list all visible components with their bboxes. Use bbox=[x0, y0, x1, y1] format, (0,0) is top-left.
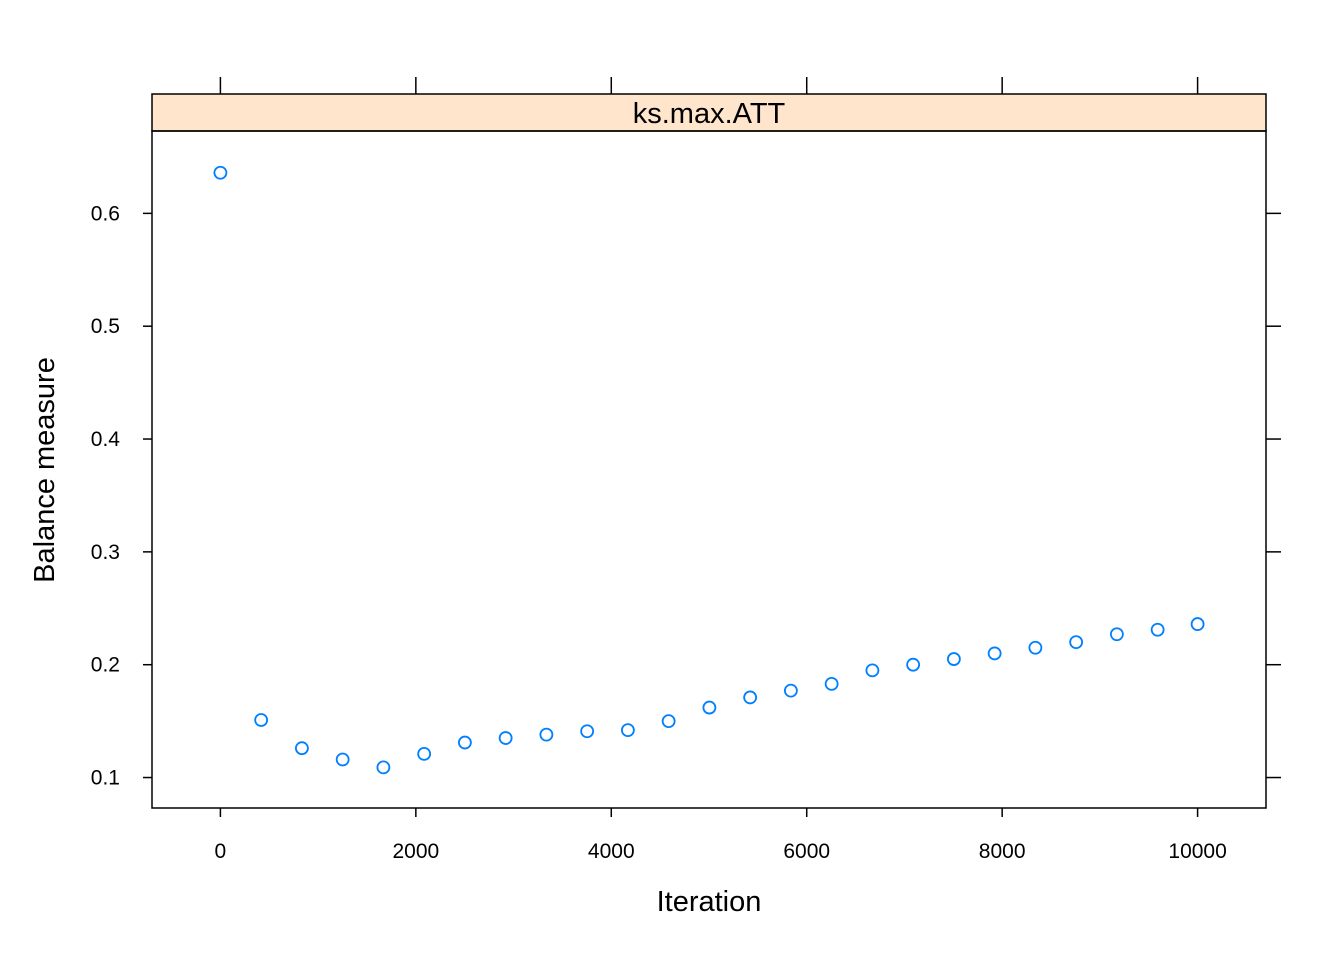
data-point bbox=[865, 663, 880, 678]
data-point bbox=[743, 690, 758, 705]
y-tick-label: 0.4 bbox=[91, 428, 121, 451]
data-point bbox=[417, 746, 432, 761]
data-point bbox=[783, 683, 798, 698]
data-point bbox=[213, 165, 228, 180]
data-point bbox=[1190, 617, 1205, 631]
panel-strip-title: ks.max.ATT bbox=[633, 98, 786, 130]
data-point bbox=[457, 735, 472, 750]
data-point bbox=[1150, 622, 1165, 637]
plot-frame bbox=[151, 130, 1267, 809]
data-point bbox=[1028, 640, 1043, 655]
x-tick-label: 10000 bbox=[1168, 840, 1226, 863]
x-tick-label: 4000 bbox=[588, 840, 635, 863]
x-axis-label: Iteration bbox=[657, 886, 762, 918]
y-axis-label: Balance measure bbox=[29, 357, 61, 583]
y-tick-label: 0.1 bbox=[91, 767, 120, 790]
y-axis-ticks: 0.1 0.2 0.3 0.4 0.5 0.6 bbox=[91, 202, 1281, 790]
data-point bbox=[661, 714, 676, 729]
data-point bbox=[335, 752, 350, 767]
data-point bbox=[702, 700, 717, 715]
data-point bbox=[987, 646, 1002, 661]
data-point bbox=[376, 760, 391, 775]
data-point bbox=[295, 741, 309, 756]
y-tick-label: 0.3 bbox=[91, 541, 120, 564]
y-tick-label: 0.2 bbox=[91, 654, 120, 677]
x-tick-label: 0 bbox=[215, 840, 227, 863]
x-tick-label: 2000 bbox=[392, 840, 439, 863]
data-points bbox=[213, 165, 1205, 775]
data-point bbox=[906, 657, 921, 672]
data-point bbox=[254, 713, 269, 727]
data-point bbox=[1069, 635, 1084, 650]
x-tick-label: 8000 bbox=[979, 840, 1026, 863]
data-point bbox=[620, 723, 635, 738]
y-tick-label: 0.6 bbox=[91, 202, 120, 225]
data-point bbox=[824, 676, 839, 691]
data-point bbox=[580, 724, 595, 739]
x-tick-label: 6000 bbox=[783, 840, 830, 863]
data-point bbox=[1109, 627, 1124, 642]
data-point bbox=[498, 731, 513, 745]
data-point bbox=[946, 652, 961, 666]
data-point bbox=[539, 727, 554, 742]
panel-strip bbox=[151, 93, 1267, 132]
x-axis-ticks: 0 2000 4000 6000 8000 10000 bbox=[215, 77, 1227, 863]
y-tick-label: 0.5 bbox=[91, 315, 120, 338]
